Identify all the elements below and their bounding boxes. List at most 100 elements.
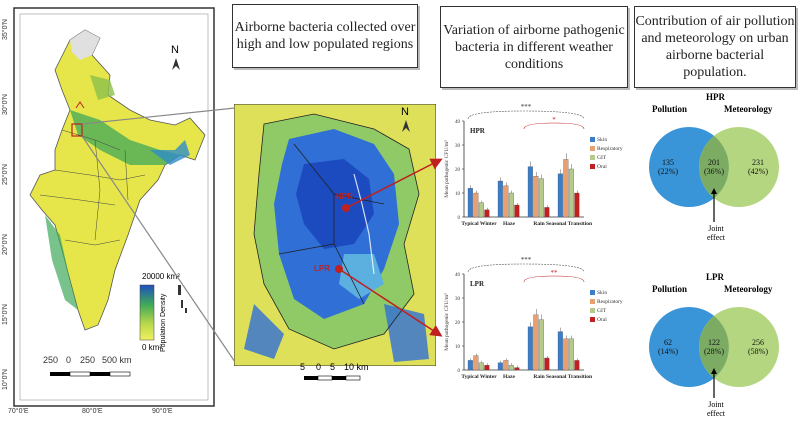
bar [527,326,533,371]
category-label: Typical Winter [461,221,497,227]
category-label: Rain [533,221,544,227]
bar [568,338,574,371]
north-arrow-icon [172,58,180,70]
venn-top-left-label: Pollution [652,104,688,114]
significance-label: *** [521,256,532,264]
delhi-scale-label: 10 km [344,362,369,372]
inner-significance-bracket [523,122,585,130]
legend-high-label: 20000 km² [142,272,180,281]
lat-tick: 15°0'N [2,304,9,325]
bar [527,166,533,218]
y-tick-label: 40 [455,273,461,278]
delhi-map-panel: HPR LPR N [233,103,437,380]
category-label: Rain [533,374,544,380]
legend-swatch [590,137,595,142]
category-label: Haze [503,374,515,380]
bar [514,367,520,371]
venn-pct: (28%) [704,347,724,356]
venn-pct: (14%) [658,347,678,356]
lon-tick: 90°0'E [152,408,173,415]
legend-swatch [590,146,595,151]
legend-swatch [590,155,595,160]
north-arrow-icon [402,120,410,132]
india-north-label: N [171,44,179,56]
bar [497,180,503,218]
legend-low-label: 0 km² [142,343,162,352]
delhi-scale-label: 5 [330,362,336,372]
panel3-title: Variation of airborne pathogenic bacteri… [440,6,628,88]
bar [557,173,563,218]
legend-swatch [590,290,595,295]
panel2-title: Airborne bacteria collected over high an… [232,4,418,68]
venn-value: 231 [752,158,764,167]
panel4-title: Contribution of air pollution and meteor… [634,6,796,88]
venn-bottom-mid-value: 122 (28%) [698,338,730,356]
venn-value: 62 [664,338,672,347]
venn-pct: (42%) [748,167,768,176]
venn-value: 122 [708,338,720,347]
delhi-scale-label: 5 [300,362,306,372]
bar [538,319,544,371]
y-tick-label: 10 [455,192,461,197]
bar [574,360,580,371]
bar [533,176,539,218]
y-tick-label: 30 [455,144,461,149]
lat-tick: 35°0'N [2,19,9,40]
venn-value: 256 [752,338,764,347]
bar [563,338,569,371]
population-legend-bar [139,284,155,341]
scale-label: 500 km [102,355,132,365]
significance-bracket [467,263,585,273]
delhi-north-label: N [401,106,409,118]
bar [473,355,479,371]
inner-significance-label: * [552,116,556,124]
y-tick-label: 30 [455,297,461,302]
venn-top-mid-value: 201 (36%) [698,158,730,176]
bar [503,185,509,218]
venn-top-right-value: 231 (42%) [740,158,776,176]
category-label: Seasonal Transition [546,374,592,380]
bar [544,357,550,371]
legend-title: Population Density [160,293,167,352]
hpr-site-label: HPR [336,192,353,201]
bar [563,159,569,218]
venn-bottom-joint-label: Joint effect [706,400,726,418]
venn-bottom-title: LPR [706,272,724,282]
venn-panel [649,127,779,398]
scale-label: 0 [66,355,72,365]
legend-label: Oral [597,164,607,170]
y-tick-label: 0 [458,369,461,374]
lat-tick: 20°0'N [2,234,9,255]
venn-bottom-left-value: 62 (14%) [650,338,686,356]
bar [478,202,484,218]
venn-top-right-label: Meteorology [724,104,773,114]
hpr-bar-chart: 0 10 20 30 40 Mean pathogenic CFU/m³ Typical W… [444,103,623,227]
category-label: Seasonal Transition [546,221,592,227]
venn-bottom-right-value: 256 (58%) [740,338,776,356]
lon-tick: 70°0'E [8,408,29,415]
bar [467,188,473,218]
venn-value: 201 [708,158,720,167]
legend-swatch [590,308,595,313]
venn-pct: (22%) [658,167,678,176]
significance-label: *** [521,103,532,111]
india-scale-bar [50,371,131,377]
bar [538,178,544,218]
venn-value: 135 [662,158,674,167]
y-axis-label: Mean pathogenic CFU/m³ [444,293,450,351]
delhi-marker [71,123,83,137]
bar [467,360,473,371]
significance-bracket [467,110,585,120]
scale-label: 250 [80,355,96,365]
legend-label: Respiratory [597,146,623,152]
lat-tick: 10°0'N [2,369,9,390]
bar [574,192,580,218]
india-map-panel: N 20000 km² 0 km² Population Density 250… [0,0,218,420]
bar [473,192,479,218]
chart-site-label: LPR [470,280,485,288]
bar [568,168,574,218]
category-label: Haze [503,221,515,227]
delhi-scale-bar-graphic [304,375,361,381]
y-tick-label: 10 [455,345,461,350]
venn-top-title: HPR [706,92,725,102]
